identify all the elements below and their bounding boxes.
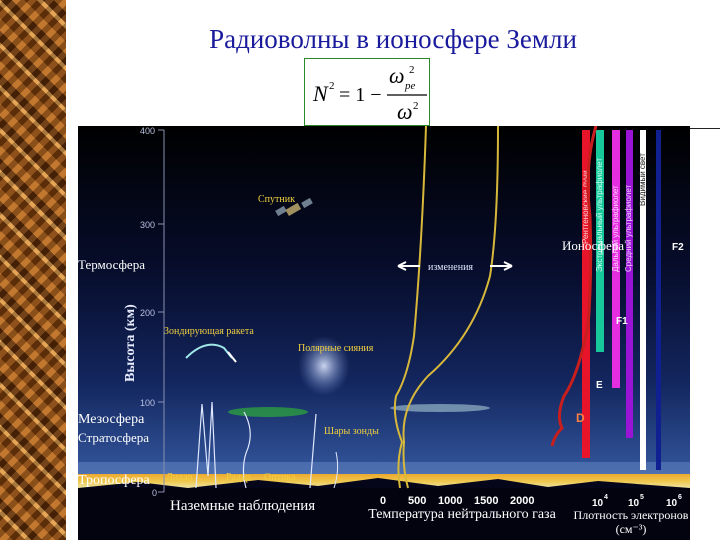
aurora-label: Полярные сияния (298, 343, 374, 354)
atmosphere-diagram: 400 300 200 100 0 Высота (км) Термосфера… (78, 125, 690, 540)
lidar-beams (195, 401, 217, 489)
temp-tick-1000: 1000 (438, 495, 462, 507)
balloons-label: Шары зонды (324, 426, 379, 437)
band-label-visible: Видимый свет (638, 153, 647, 206)
ion-layer-d: D (576, 411, 585, 425)
density-tick-1e6-base: 10 (666, 498, 678, 509)
formula-den-exp: 2 (413, 100, 419, 112)
ion-layer-e: E (596, 380, 603, 391)
layer-thermosphere: Термосфера (78, 257, 145, 272)
band-xray (582, 130, 590, 458)
band-euv (596, 130, 604, 352)
band-label-fuv: Дальний ультрафиолет (611, 185, 620, 272)
y-tick-100: 100 (140, 398, 155, 408)
ground-strip (78, 488, 690, 540)
y-tick-400: 400 (140, 126, 155, 136)
formula-num-exp: 2 (409, 64, 415, 76)
y-tick-0: 0 (152, 488, 157, 498)
y-axis-label: Высота (км) (123, 304, 138, 382)
radar-beam (242, 411, 251, 489)
density-tick-1e5-exp: 5 (640, 494, 644, 501)
aurora-glow (298, 336, 350, 396)
mesospheric-cloud-right (390, 404, 490, 412)
band-visible (640, 130, 646, 470)
layer-mesosphere: Мезосфера (78, 412, 145, 427)
optics-beam (309, 413, 317, 489)
changes-arrows (397, 261, 513, 271)
band-fuv (612, 130, 620, 388)
band-label-xray: Рентгеновские лучи (581, 170, 590, 244)
density-tick-1e4-exp: 4 (604, 494, 608, 501)
y-tick-200: 200 (140, 308, 155, 318)
temp-tick-0: 0 (380, 495, 386, 507)
balloon-string (333, 451, 339, 489)
decorative-left-border (0, 0, 66, 540)
formula-den: ω (397, 99, 413, 124)
density-tick-1e5-base: 10 (628, 498, 640, 509)
formula-box: N 2 = 1 − ω pe 2 ω 2 (304, 58, 430, 126)
formula-lhs: N (312, 81, 329, 106)
band-label-euv: Экстремальный ультрафиолет (595, 158, 604, 272)
satellite-icon (275, 197, 313, 217)
rocket-trajectory (185, 343, 233, 359)
mesospheric-cloud-left (228, 407, 308, 417)
formula-lhs-exp: 2 (329, 80, 335, 92)
ion-layer-f1: F1 (616, 316, 628, 327)
band-label-muv: Средний ультрафиолет (624, 184, 633, 272)
radar-label: Радар (226, 472, 251, 483)
band-muv (626, 130, 633, 438)
layer-stratosphere: Стратосфера (78, 430, 149, 445)
ion-density-curve (550, 125, 598, 447)
plasma-formula: N 2 = 1 − ω pe 2 ω 2 (312, 63, 427, 124)
density-tick-1e6-exp: 6 (678, 494, 682, 501)
temp-tick-500: 500 (408, 495, 426, 507)
caption-density: Плотность электронов (см⁻³) (573, 508, 689, 536)
atmosphere-diagram-svg: 400 300 200 100 0 Высота (км) Термосфера… (78, 125, 690, 540)
formula-num: ω (389, 63, 405, 88)
optics-label: Оптика (264, 472, 296, 483)
layer-troposphere: Тропосфера (78, 473, 151, 488)
ionosphere-label: Ионосфера (562, 238, 624, 253)
formula-num-sub: pe (404, 80, 416, 92)
ion-layer-f2: F2 (672, 242, 684, 253)
caption-temperature: Температура нейтрального газа (368, 508, 556, 522)
lidar-label: Лидар (166, 472, 193, 483)
temperature-curve-min (393, 125, 427, 489)
y-ticks: 400 300 200 100 0 (140, 126, 164, 498)
rocket-label: Зондирующая ракета (164, 326, 254, 337)
formula-eq: = 1 − (339, 84, 382, 106)
changes-label: изменения (428, 262, 473, 273)
satellite-label: Спутник (258, 194, 295, 205)
band-f2-line (656, 130, 661, 470)
y-tick-300: 300 (140, 220, 155, 230)
caption-ground-observations: Наземные наблюдения (170, 498, 315, 514)
caption-density-wrap: Плотность электронов (см⁻³) (573, 508, 689, 536)
temperature-curve-max (402, 125, 499, 489)
slide-title: Радиоволны в ионосфере Земли (209, 24, 577, 54)
rocket-icon (227, 351, 237, 363)
temp-tick-1500: 1500 (474, 495, 498, 507)
density-tick-1e4-base: 10 (592, 498, 604, 509)
temp-tick-2000: 2000 (510, 495, 534, 507)
caption-temperature-wrap: Температура нейтрального газа (368, 508, 556, 522)
